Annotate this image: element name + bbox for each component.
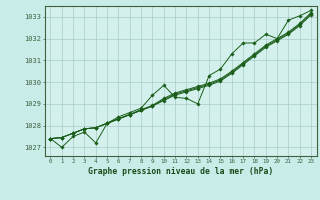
X-axis label: Graphe pression niveau de la mer (hPa): Graphe pression niveau de la mer (hPa) [88, 167, 273, 176]
